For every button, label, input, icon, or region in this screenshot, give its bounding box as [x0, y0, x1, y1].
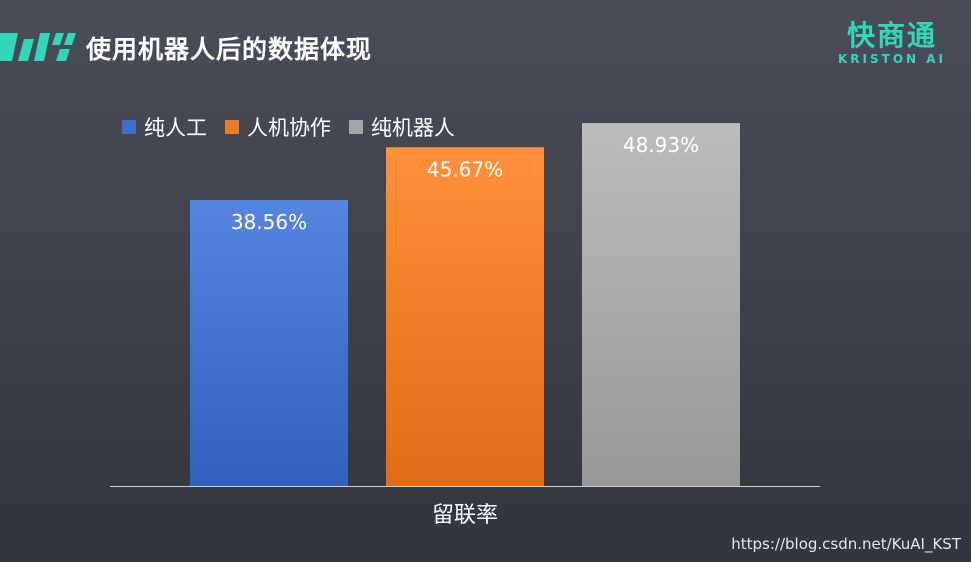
brand-name: 快商通 — [846, 19, 937, 52]
legend-swatch — [349, 120, 363, 134]
legend-item-pure-robot: 纯机器人 — [349, 112, 455, 142]
legend-item-human-robot: 人机协作 — [225, 112, 331, 142]
page-title: 使用机器人后的数据体现 — [86, 35, 373, 64]
legend-swatch — [225, 120, 239, 134]
data-label-2: 45.67% — [427, 157, 503, 181]
watermark: https://blog.csdn.net/KuAI_KST — [731, 535, 961, 553]
bar-3 — [582, 123, 740, 487]
header-stripes-logo — [0, 33, 76, 61]
x-tick-label: 留联率 — [432, 503, 498, 528]
legend-label: 纯机器人 — [371, 116, 455, 140]
legend-item-pure-human: 纯人工 — [122, 112, 207, 142]
legend-label: 纯人工 — [144, 116, 207, 140]
legend-label: 人机协作 — [247, 116, 331, 140]
bar-2 — [386, 147, 544, 486]
data-label-1: 38.56% — [231, 210, 307, 234]
bar-1 — [190, 200, 348, 486]
legend-swatch — [122, 120, 136, 134]
brand-logo: 快商通 KRISTON AI — [836, 19, 948, 67]
brand-subtitle: KRISTON AI — [837, 52, 946, 66]
chart-legend: 纯人工 人机协作 纯机器人 — [122, 112, 473, 142]
data-label-3: 48.93% — [623, 133, 699, 157]
